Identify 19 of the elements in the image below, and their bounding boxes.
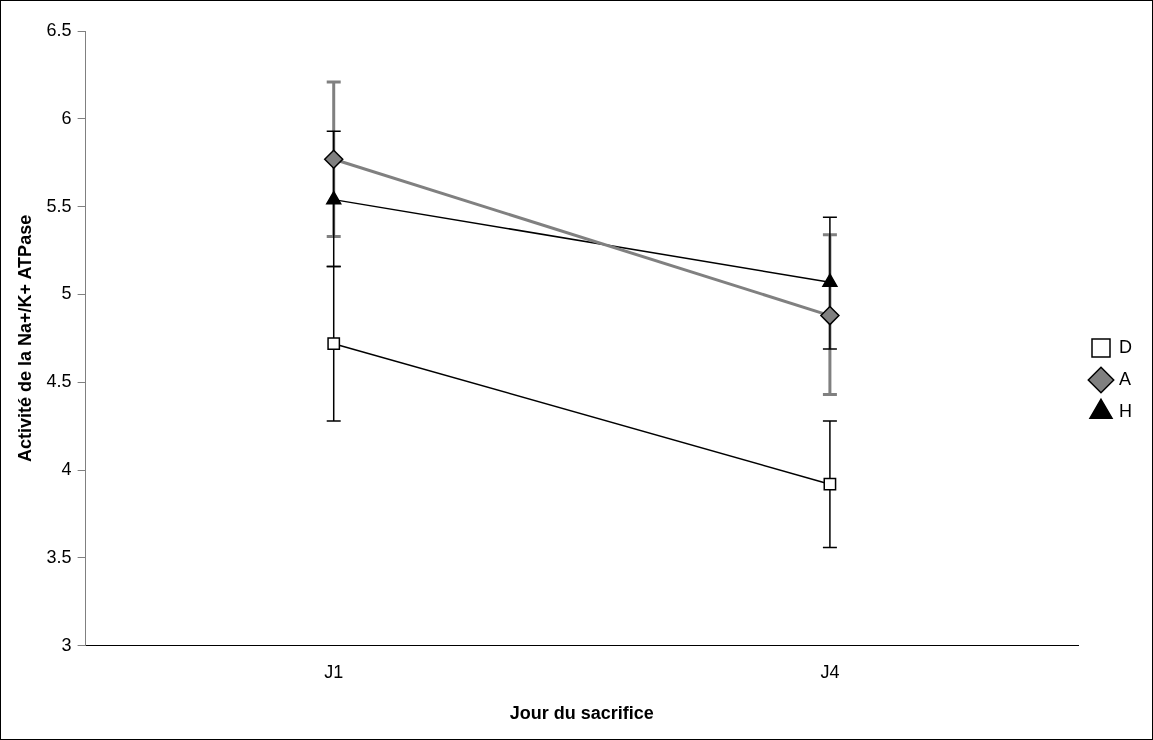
y-tick-label: 5.5 (46, 195, 72, 216)
x-tick-label: J1 (324, 661, 344, 682)
y-tick-label: 4 (61, 459, 72, 480)
point (323, 149, 344, 169)
point (327, 337, 341, 351)
y-tick-label: 5 (61, 283, 72, 304)
y-tick-label: 6.5 (46, 19, 72, 40)
y-tick-label: 3.5 (46, 546, 72, 567)
x-tick-label: J4 (820, 661, 840, 682)
y-axis-title: Activité de la Na+/K+ ATPase (14, 214, 35, 462)
x-axis-title: Jour du sacrifice (509, 703, 654, 724)
point (820, 305, 840, 326)
y-tick-label: 3 (61, 634, 72, 655)
point (823, 477, 837, 491)
legend-label: H (1119, 400, 1132, 421)
y-tick-label: 4.5 (46, 371, 72, 392)
legend-label: D (1119, 336, 1132, 357)
legend-label: A (1119, 368, 1132, 389)
y-tick-label: 6 (61, 107, 72, 128)
